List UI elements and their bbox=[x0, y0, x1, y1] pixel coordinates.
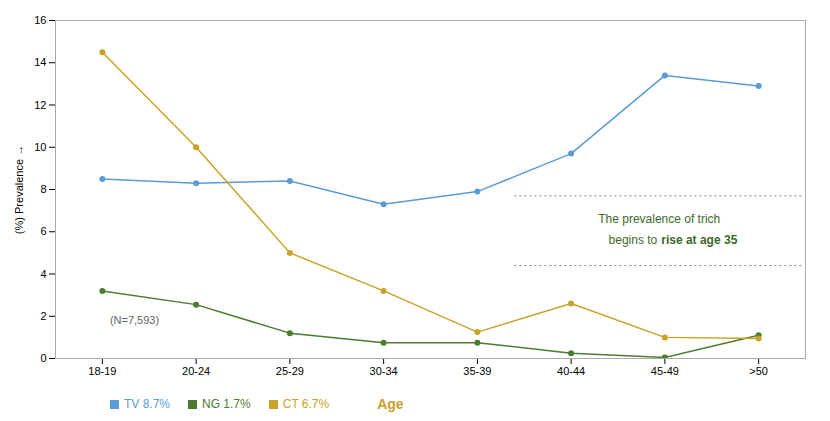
html-text:NG 1.7%: NG 1.7% bbox=[202, 397, 251, 411]
svg-text:0: 0 bbox=[40, 352, 46, 364]
svg-text:4: 4 bbox=[40, 268, 46, 280]
svg-text:(%) Prevalence →: (%) Prevalence → bbox=[13, 145, 25, 234]
svg-text:12: 12 bbox=[34, 99, 46, 111]
svg-text:25-29: 25-29 bbox=[276, 365, 304, 377]
svg-text:30-34: 30-34 bbox=[370, 365, 398, 377]
html-text:Age: Age bbox=[377, 396, 404, 412]
svg-text:18-19: 18-19 bbox=[88, 365, 116, 377]
svg-text:begins to: begins to bbox=[609, 233, 658, 247]
svg-text:(N=7,593): (N=7,593) bbox=[110, 314, 159, 326]
svg-text:20-24: 20-24 bbox=[182, 365, 210, 377]
svg-text:40-44: 40-44 bbox=[557, 365, 585, 377]
svg-text:The prevalence of trich: The prevalence of trich bbox=[598, 212, 720, 226]
html-text:TV 8.7%: TV 8.7% bbox=[124, 397, 170, 411]
svg-text:2: 2 bbox=[40, 310, 46, 322]
svg-text:8: 8 bbox=[40, 183, 46, 195]
svg-text:6: 6 bbox=[40, 225, 46, 237]
svg-text:45-49: 45-49 bbox=[651, 365, 679, 377]
html-text:CT 6.7%: CT 6.7% bbox=[282, 397, 330, 411]
svg-text:35-39: 35-39 bbox=[463, 365, 491, 377]
svg-text:14: 14 bbox=[34, 56, 46, 68]
svg-text:16: 16 bbox=[34, 14, 46, 26]
svg-text:rise at age 35: rise at age 35 bbox=[661, 233, 737, 247]
svg-text:>50: >50 bbox=[749, 365, 768, 377]
svg-text:10: 10 bbox=[34, 141, 46, 153]
